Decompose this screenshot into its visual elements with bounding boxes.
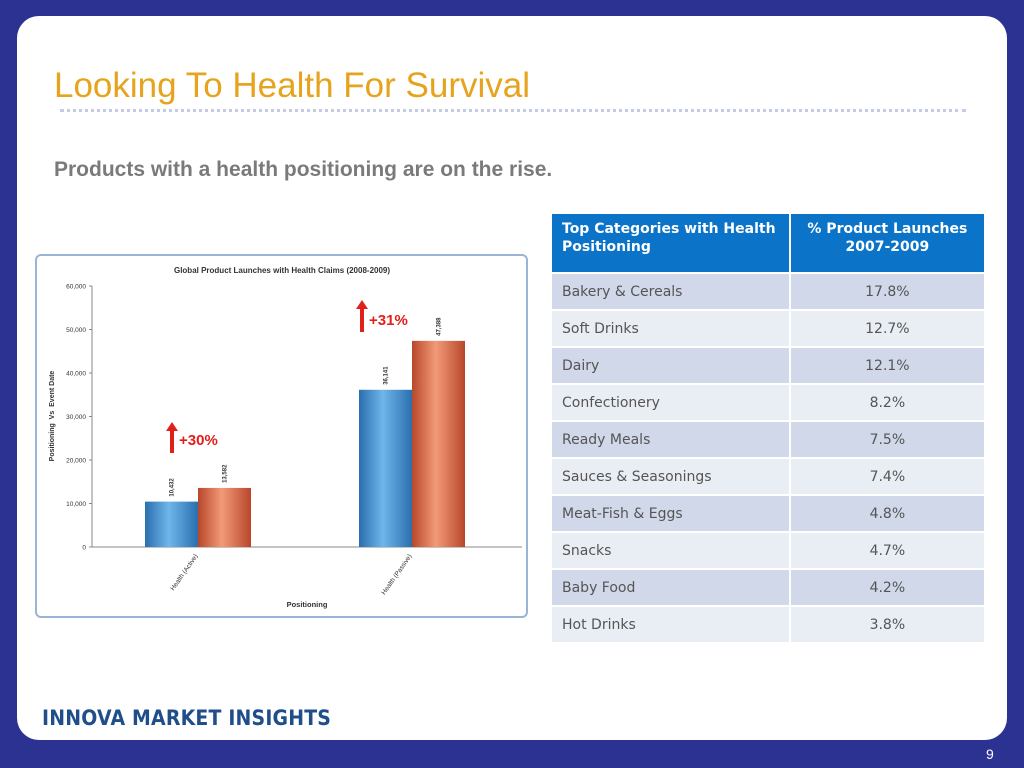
column-header-category: Top Categories with Health Positioning [550, 212, 791, 274]
table-row: Meat-Fish & Eggs 4.8% [550, 494, 987, 533]
category-cell: Meat-Fish & Eggs [550, 494, 791, 533]
x-axis-label: Positioning [287, 600, 328, 609]
x-tick-label: Health (Passive) [381, 553, 414, 596]
bar-data-label: 13,582 [223, 464, 229, 483]
table-row: Baby Food 4.2% [550, 568, 987, 607]
percent-cell: 7.4% [788, 457, 987, 496]
category-cell: Hot Drinks [550, 605, 791, 644]
column-header-percent: % Product Launches 2007-2009 [788, 212, 987, 274]
table-row: Confectionery 8.2% [550, 383, 987, 422]
growth-arrow-head [356, 300, 368, 309]
percent-cell: 4.2% [788, 568, 987, 607]
table-row: Sauces & Seasonings 7.4% [550, 457, 987, 496]
growth-annotation: +31% [369, 312, 408, 329]
bar-chart: Global Product Launches with Health Clai… [49, 266, 522, 609]
percent-cell: 7.5% [788, 420, 987, 459]
category-cell: Soft Drinks [550, 309, 791, 348]
slide-title: Looking To Health For Survival [54, 66, 530, 105]
y-tick-label: 20,000 [66, 458, 86, 465]
chart-title: Global Product Launches with Health Clai… [174, 266, 390, 275]
percent-cell: 3.8% [788, 605, 987, 644]
innova-logo: INNOVA MARKET INSIGHTS [42, 706, 332, 730]
percent-cell: 12.1% [788, 346, 987, 385]
percent-cell: 4.8% [788, 494, 987, 533]
category-cell: Confectionery [550, 383, 791, 422]
table-header-row: Top Categories with Health Positioning %… [550, 212, 987, 274]
growth-annotation: +30% [179, 432, 218, 449]
category-cell: Bakery & Cereals [550, 272, 791, 311]
bar-passive-orange [412, 340, 465, 547]
bar-passive-blue [359, 389, 412, 547]
percent-cell: 17.8% [788, 272, 987, 311]
category-cell: Baby Food [550, 568, 791, 607]
table-row: Hot Drinks 3.8% [550, 605, 987, 644]
table-row: Dairy 12.1% [550, 346, 987, 385]
chart-panel: Global Product Launches with Health Clai… [35, 254, 528, 618]
title-divider [60, 109, 966, 112]
y-tick-label: 50,000 [66, 327, 86, 334]
y-tick-label: 60,000 [66, 284, 86, 291]
category-cell: Dairy [550, 346, 791, 385]
y-tick-label: 0 [82, 545, 86, 552]
y-tick-label: 30,000 [66, 414, 86, 421]
y-tick-label: 40,000 [66, 371, 86, 378]
category-cell: Sauces & Seasonings [550, 457, 791, 496]
bar-data-label: 47,388 [437, 317, 443, 336]
growth-arrow-head [166, 422, 178, 431]
y-axis-label: Positioning Vs Event Date [49, 371, 56, 462]
x-tick-label: Health (Active) [169, 553, 199, 592]
table-row: Bakery & Cereals 17.8% [550, 272, 987, 311]
bar-active-blue [145, 501, 198, 547]
page-number: 9 [986, 746, 994, 762]
bar-data-label: 10,432 [170, 478, 176, 497]
table-row: Soft Drinks 12.7% [550, 309, 987, 348]
category-cell: Ready Meals [550, 420, 791, 459]
slide-subtitle: Products with a health positioning are o… [54, 158, 553, 181]
percent-cell: 4.7% [788, 531, 987, 570]
percent-cell: 12.7% [788, 309, 987, 348]
bar-active-orange [198, 487, 251, 547]
percent-cell: 8.2% [788, 383, 987, 422]
categories-table: Top Categories with Health Positioning %… [550, 212, 987, 644]
category-cell: Snacks [550, 531, 791, 570]
table-row: Snacks 4.7% [550, 531, 987, 570]
bar-data-label: 36,141 [384, 366, 390, 385]
table-row: Ready Meals 7.5% [550, 420, 987, 459]
y-tick-label: 10,000 [66, 501, 86, 508]
